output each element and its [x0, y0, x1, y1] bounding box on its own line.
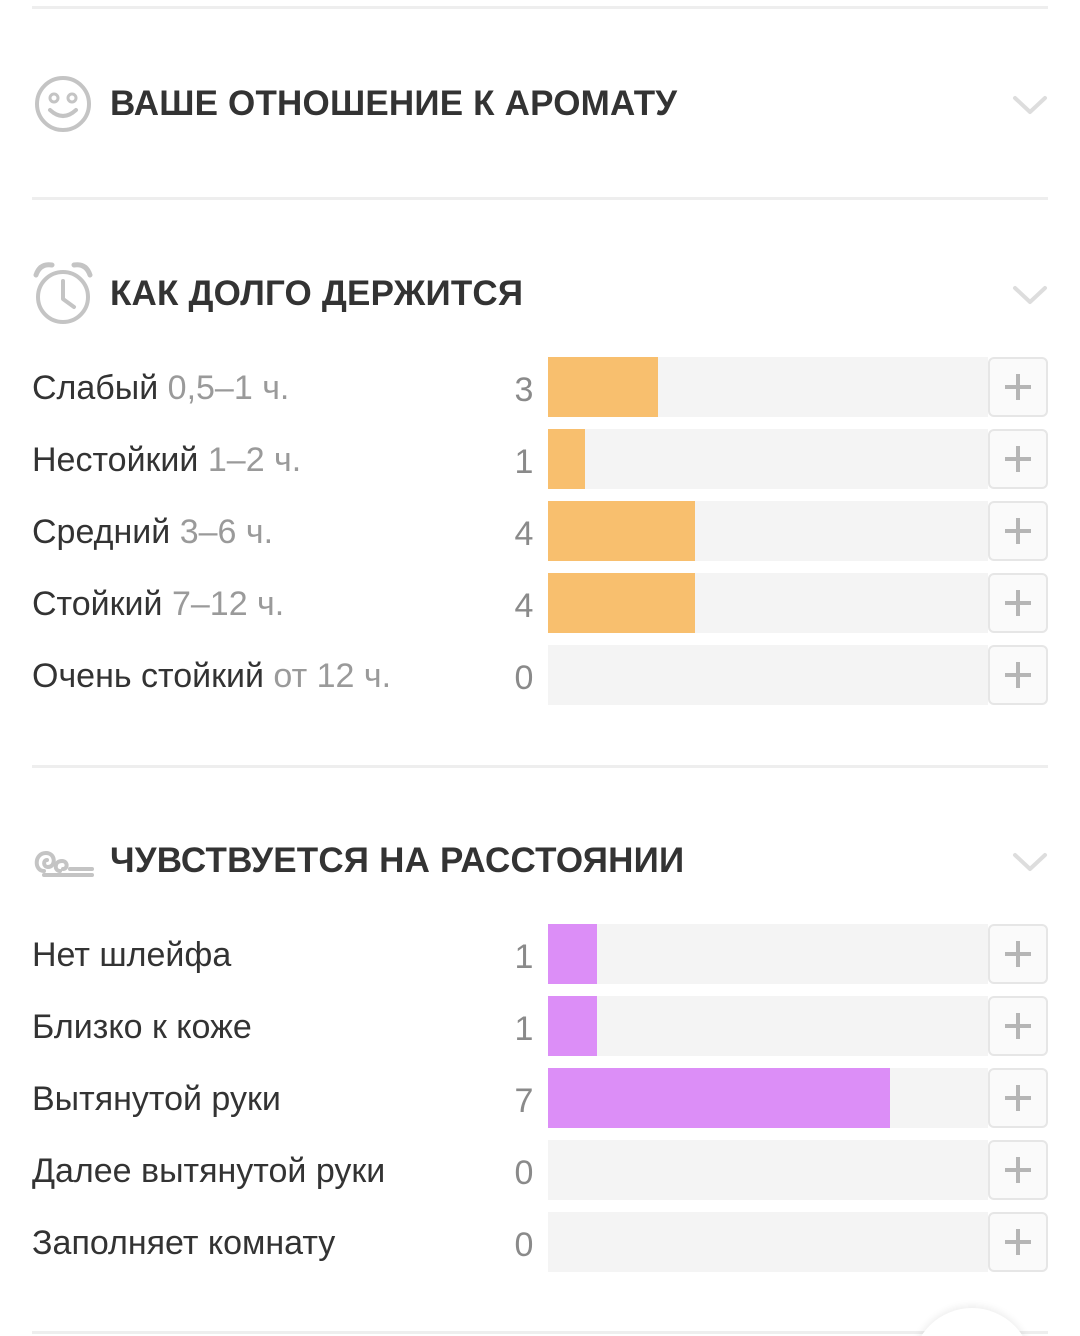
section-header-attitude[interactable]: ВАШЕ ОТНОШЕНИЕ К АРОМАТУ — [32, 72, 1048, 136]
vote-count: 0 — [514, 659, 534, 697]
longevity-row: Средний 3–6 ч. 4 — [32, 501, 1048, 561]
vote-bar — [548, 924, 988, 984]
vote-count: 0 — [514, 1154, 534, 1192]
section-header-sillage[interactable]: ЧУВСТВУЕТСЯ НА РАССТОЯНИИ — [32, 829, 1048, 893]
vote-bar-fill — [548, 996, 597, 1056]
vote-count: 0 — [514, 1226, 534, 1264]
row-label: Средний 3–6 ч. — [32, 513, 274, 551]
plus-icon — [1005, 1229, 1031, 1255]
vote-bar-fill — [548, 429, 585, 489]
divider-attitude — [32, 197, 1048, 200]
vote-bar — [548, 573, 988, 633]
add-vote-button[interactable] — [988, 429, 1048, 489]
add-vote-button[interactable] — [988, 645, 1048, 705]
longevity-row: Нестойкий 1–2 ч. 1 — [32, 429, 1048, 489]
wind-swirl-icon — [32, 830, 94, 892]
divider-top — [32, 6, 1048, 9]
plus-icon — [1005, 1157, 1031, 1183]
vote-bar — [548, 1212, 988, 1272]
divider-longevity — [32, 765, 1048, 768]
plus-icon — [1005, 1013, 1031, 1039]
row-label: Стойкий 7–12 ч. — [32, 585, 285, 623]
vote-bar-fill — [548, 924, 597, 984]
vote-count: 1 — [514, 443, 534, 481]
plus-icon — [1005, 518, 1031, 544]
plus-icon — [1005, 374, 1031, 400]
add-vote-button[interactable] — [988, 1212, 1048, 1272]
vote-count: 4 — [514, 515, 534, 553]
add-vote-button[interactable] — [988, 924, 1048, 984]
vote-bar — [548, 1140, 988, 1200]
vote-bar — [548, 1068, 988, 1128]
vote-bar — [548, 645, 988, 705]
vote-count: 4 — [514, 587, 534, 625]
add-vote-button[interactable] — [988, 501, 1048, 561]
vote-count: 3 — [514, 371, 534, 409]
row-label: Заполняет комнату — [32, 1224, 336, 1262]
add-vote-button[interactable] — [988, 1068, 1048, 1128]
longevity-row: Стойкий 7–12 ч. 4 — [32, 573, 1048, 633]
section-title-longevity: КАК ДОЛГО ДЕРЖИТСЯ — [110, 274, 524, 313]
vote-bar — [548, 996, 988, 1056]
sillage-row: Близко к коже 1 — [32, 996, 1048, 1056]
longevity-row: Очень стойкий от 12 ч. 0 — [32, 645, 1048, 705]
vote-bar — [548, 501, 988, 561]
section-header-longevity[interactable]: КАК ДОЛГО ДЕРЖИТСЯ — [32, 262, 1048, 326]
sillage-row: Вытянутой руки 7 — [32, 1068, 1048, 1128]
floating-button-edge[interactable] — [912, 1308, 1032, 1336]
row-label: Близко к коже — [32, 1008, 252, 1046]
longevity-rows: Слабый 0,5–1 ч. 3 Нестойкий 1–2 ч. 1 Сре… — [32, 357, 1048, 717]
add-vote-button[interactable] — [988, 357, 1048, 417]
sillage-rows: Нет шлейфа 1 Близко к коже 1 Вытянутой р… — [32, 924, 1048, 1284]
plus-icon — [1005, 662, 1031, 688]
vote-bar-fill — [548, 501, 695, 561]
vote-bar-fill — [548, 357, 658, 417]
plus-icon — [1005, 446, 1031, 472]
vote-bar — [548, 357, 988, 417]
smiley-icon — [32, 73, 94, 135]
vote-count: 1 — [514, 1010, 534, 1048]
alarm-clock-icon — [32, 262, 94, 325]
vote-bar-fill — [548, 1068, 890, 1128]
sillage-row: Нет шлейфа 1 — [32, 924, 1048, 984]
add-vote-button[interactable] — [988, 573, 1048, 633]
plus-icon — [1005, 941, 1031, 967]
row-label: Далее вытянутой руки — [32, 1152, 386, 1190]
row-label: Нестойкий 1–2 ч. — [32, 441, 302, 479]
row-label: Вытянутой руки — [32, 1080, 281, 1118]
row-label: Очень стойкий от 12 ч. — [32, 657, 392, 695]
sillage-row: Заполняет комнату 0 — [32, 1212, 1048, 1272]
vote-bar — [548, 429, 988, 489]
vote-count: 1 — [514, 938, 534, 976]
plus-icon — [1005, 590, 1031, 616]
row-label: Слабый 0,5–1 ч. — [32, 369, 290, 407]
divider-sillage — [32, 1331, 1048, 1334]
section-title-attitude: ВАШЕ ОТНОШЕНИЕ К АРОМАТУ — [110, 84, 678, 123]
longevity-row: Слабый 0,5–1 ч. 3 — [32, 357, 1048, 417]
add-vote-button[interactable] — [988, 996, 1048, 1056]
add-vote-button[interactable] — [988, 1140, 1048, 1200]
plus-icon — [1005, 1085, 1031, 1111]
sillage-row: Далее вытянутой руки 0 — [32, 1140, 1048, 1200]
chevron-down-icon[interactable] — [1012, 90, 1048, 118]
vote-bar-fill — [548, 573, 695, 633]
row-label: Нет шлейфа — [32, 936, 232, 974]
section-title-sillage: ЧУВСТВУЕТСЯ НА РАССТОЯНИИ — [110, 841, 685, 880]
chevron-down-icon[interactable] — [1012, 280, 1048, 308]
vote-count: 7 — [514, 1082, 534, 1120]
chevron-down-icon[interactable] — [1012, 847, 1048, 875]
